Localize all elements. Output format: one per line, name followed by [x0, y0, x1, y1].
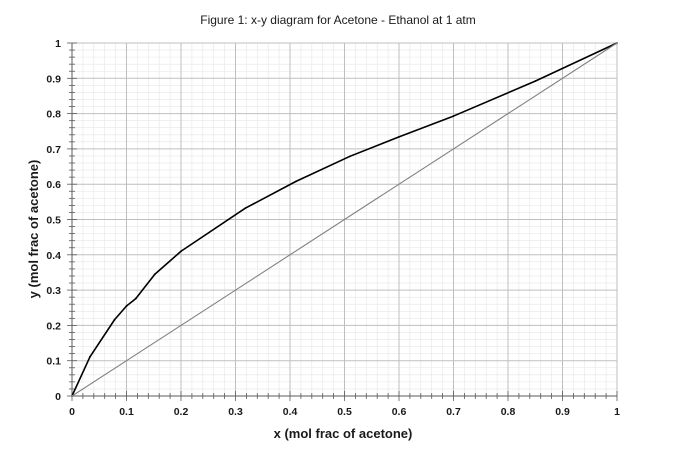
data-point	[452, 115, 455, 117]
x-tick-label: 0.9	[555, 406, 570, 418]
series-layer	[71, 42, 618, 397]
y-tick-label: 0.8	[46, 109, 61, 121]
y-axis-label: y (mol frac of acetone)	[26, 160, 41, 299]
series-line	[71, 42, 618, 397]
data-point	[153, 273, 156, 276]
x-tick-label: 1	[614, 406, 620, 418]
y-tick-label: 1	[55, 38, 61, 50]
x-tick-label: 0.3	[228, 406, 243, 418]
y-tick-label: 0.7	[46, 144, 61, 156]
x-tick-label: 0.5	[337, 406, 352, 418]
data-point	[180, 250, 182, 253]
data-point	[244, 207, 247, 210]
y-tick-label: 0.2	[46, 320, 61, 332]
y-tick-label: 0.1	[46, 356, 61, 368]
x-axis-label: x (mol frac of acetone)	[274, 426, 413, 441]
axes	[67, 42, 618, 401]
y-tick-label: 0.6	[46, 179, 61, 191]
y-tick-label: 0.9	[46, 73, 61, 85]
data-point	[125, 305, 128, 307]
data-point	[398, 135, 400, 138]
x-tick-label: 0.4	[283, 406, 298, 418]
data-point	[134, 297, 137, 300]
y-tick-label: 0.5	[46, 215, 61, 227]
data-point	[113, 318, 116, 321]
data-point	[89, 355, 91, 358]
x-tick-label: 0.7	[446, 406, 461, 418]
chart-title: Figure 1: x-y diagram for Acetone - Etha…	[200, 13, 475, 27]
x-tick-label: 0.6	[392, 406, 407, 418]
x-tick-label: 0.1	[119, 406, 134, 418]
x-tick-label: 0	[69, 406, 75, 418]
x-tick-label: 0.8	[501, 406, 516, 418]
y-tick-label: 0.4	[46, 250, 61, 262]
data-point	[534, 80, 537, 83]
series-line	[71, 42, 618, 397]
data-point	[349, 155, 351, 158]
y-tick-label: 0.3	[46, 285, 61, 297]
data-point	[616, 42, 618, 44]
y-tick-label: 0	[55, 391, 61, 403]
data-point	[71, 395, 73, 397]
data-point	[295, 180, 297, 183]
grid	[72, 43, 617, 396]
x-tick-label: 0.2	[174, 406, 189, 418]
tick-labels: 0 0.1 0.2 0.3 0.4 0.5 0.6 0.7 0.8 0.9 1 0 0.1 0.2 0.3 0…	[46, 38, 620, 418]
